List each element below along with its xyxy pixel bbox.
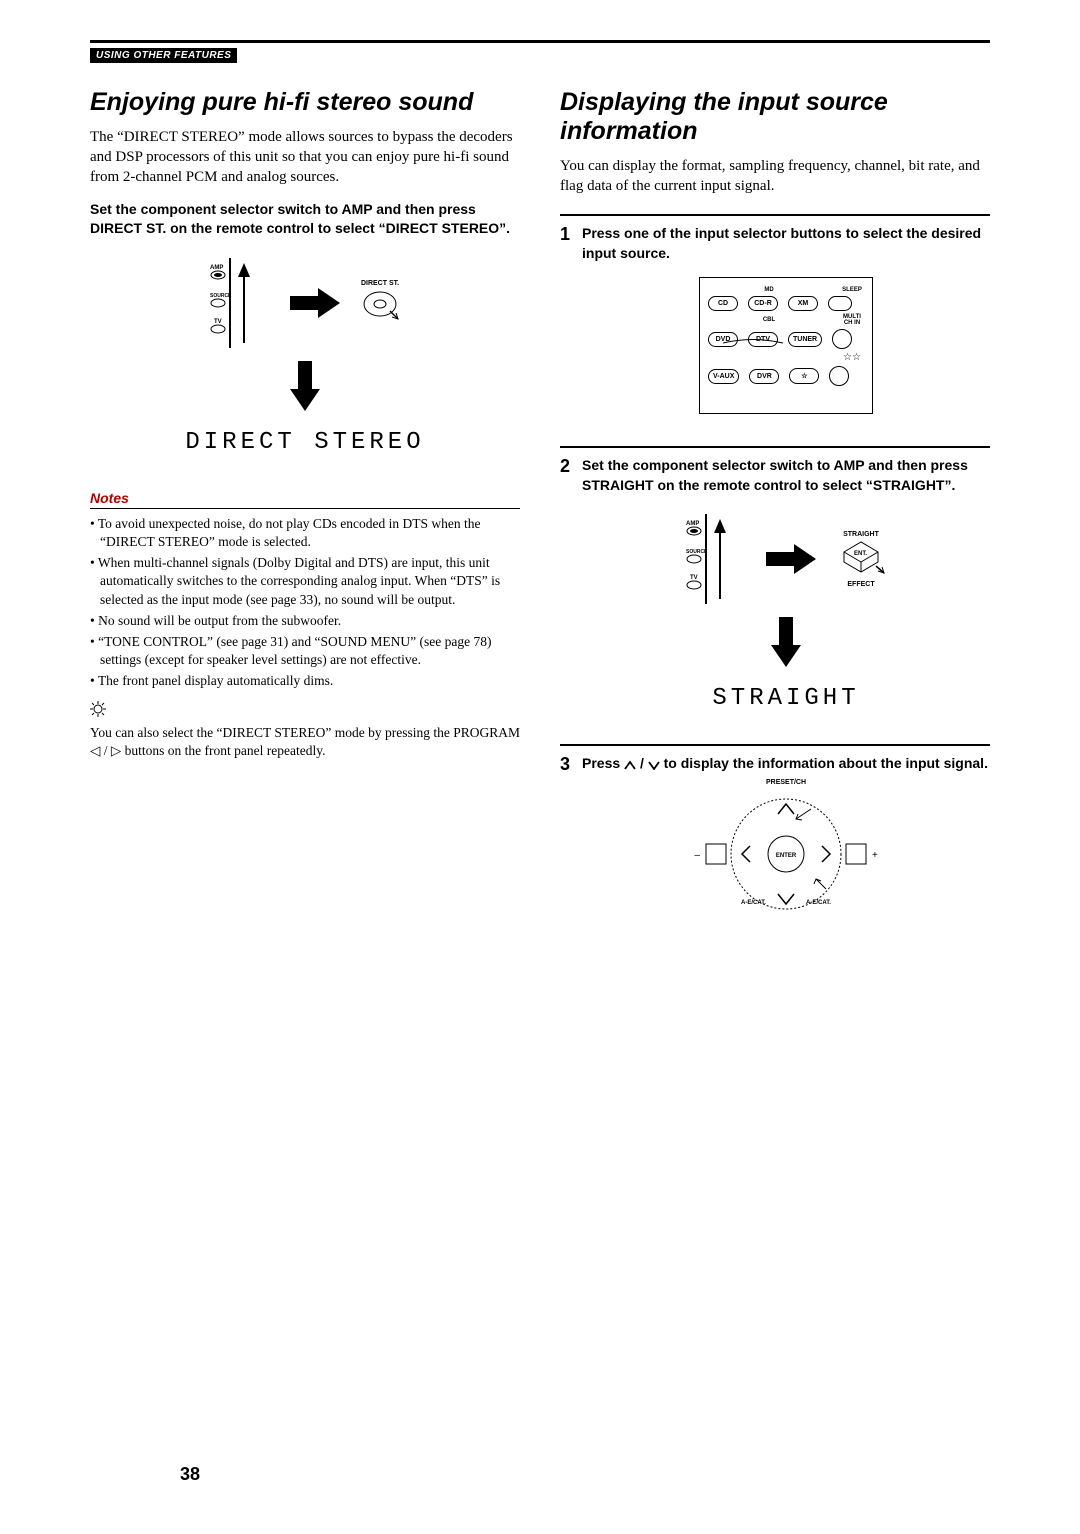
input-buttons-diagram: MD SLEEP CD CD-R XM CBL — [582, 277, 990, 414]
tip-icon — [90, 701, 520, 722]
step-3: 3 Press / to display the information abo… — [560, 744, 990, 924]
tip-text: You can also select the “DIRECT STEREO” … — [90, 724, 520, 760]
straight-label: STRAIGHT — [836, 531, 886, 538]
xm-button: XM — [788, 296, 818, 311]
lcd-direct-stereo: DIRECT STEREO — [185, 429, 424, 456]
cbl-label: CBL — [752, 317, 786, 323]
page-number: 38 — [180, 1464, 200, 1485]
svg-text:+: + — [872, 850, 878, 861]
arrow-right-icon — [290, 288, 340, 318]
step-2: 2 Set the component selector switch to A… — [560, 446, 990, 726]
note-item: “TONE CONTROL” (see page 31) and “SOUND … — [90, 633, 520, 669]
direct-st-label: DIRECT ST. — [360, 280, 400, 287]
step-2-text: Set the component selector switch to AMP… — [582, 456, 990, 495]
svg-text:ENT.: ENT. — [854, 551, 867, 557]
notes-list: To avoid unexpected noise, do not play C… — [90, 515, 520, 691]
right-title: Displaying the input source information — [560, 88, 990, 146]
header-label: USING OTHER FEATURES — [90, 48, 237, 63]
notes-heading: Notes — [90, 490, 520, 509]
step3-text-a: Press — [582, 755, 624, 771]
md-label: MD — [752, 287, 786, 293]
multi-label: MULTI CH IN — [840, 314, 864, 326]
footer: 38 — [90, 1464, 990, 1494]
note-item: No sound will be output from the subwoof… — [90, 612, 520, 630]
cd-button: CD — [708, 296, 738, 311]
note-item: When multi-channel signals (Dolby Digita… — [90, 554, 520, 609]
direct-st-button-icon: DIRECT ST. — [360, 280, 400, 326]
star-label: ☆☆ — [840, 352, 864, 363]
direct-stereo-diagram: AMP SOURCE TV DIRECT ST. — [90, 253, 520, 456]
enter-wheel-diagram: PRESET/CH ENTER — [582, 774, 990, 924]
left-column: Enjoying pure hi-fi stereo sound The “DI… — [90, 88, 520, 924]
step-3-text: Press / to display the information about… — [582, 754, 990, 774]
arrow-right-icon-2 — [766, 544, 816, 574]
note-item: The front panel display automatically di… — [90, 672, 520, 690]
step-1-text: Press one of the input selector buttons … — [582, 224, 990, 263]
svg-text:A-E/CAT.: A-E/CAT. — [806, 900, 831, 906]
svg-text:A-E/CAT.: A-E/CAT. — [741, 900, 766, 906]
straight-diagram: AMP SOURCE TV ST — [582, 509, 990, 712]
svg-text:SOURCE: SOURCE — [210, 293, 232, 299]
arrow-down-icon-2 — [771, 617, 801, 667]
cdr-button: CD-R — [748, 296, 778, 311]
left-intro: The “DIRECT STEREO” mode allows sources … — [90, 127, 520, 188]
dvr-button: DVR — [749, 369, 779, 384]
starstar-button — [829, 366, 849, 386]
arrow-down-icon — [290, 361, 320, 411]
step3-text-c: to display the information about the inp… — [660, 755, 988, 771]
svg-text:AMP: AMP — [686, 521, 699, 527]
sleep-button — [828, 296, 852, 311]
selector-switch-icon: AMP SOURCE TV — [210, 253, 270, 353]
dvd-button: DVD — [708, 332, 738, 347]
step3-text-b: / — [636, 755, 648, 771]
left-title: Enjoying pure hi-fi stereo sound — [90, 88, 520, 117]
svg-text:TV: TV — [690, 575, 698, 581]
step-1: 1 Press one of the input selector button… — [560, 214, 990, 428]
tuner-button: TUNER — [788, 332, 822, 347]
selector-switch-icon-2: AMP SOURCE TV — [686, 509, 746, 609]
note-item: To avoid unexpected noise, do not play C… — [90, 515, 520, 551]
multi-ch-button — [832, 329, 852, 349]
header-rule — [90, 40, 990, 43]
left-instruction: Set the component selector switch to AMP… — [90, 200, 520, 239]
two-column-layout: Enjoying pure hi-fi stereo sound The “DI… — [90, 88, 990, 924]
right-intro: You can display the format, sampling fre… — [560, 156, 990, 197]
star-button: ☆ — [789, 368, 819, 384]
lcd-straight: STRAIGHT — [712, 685, 859, 712]
svg-text:ENTER: ENTER — [776, 853, 797, 859]
svg-text:TV: TV — [214, 319, 222, 325]
straight-button-icon: STRAIGHT ENT. EFFECT — [836, 531, 886, 588]
step-1-number: 1 — [560, 224, 570, 428]
sleep-label: SLEEP — [840, 287, 864, 293]
step-3-number: 3 — [560, 754, 570, 924]
vaux-button: V-AUX — [708, 369, 739, 384]
step-2-number: 2 — [560, 456, 570, 726]
svg-text:–: – — [694, 850, 700, 861]
right-column: Displaying the input source information … — [560, 88, 990, 924]
dtv-button: DTV — [748, 332, 778, 347]
svg-text:AMP: AMP — [210, 265, 223, 271]
svg-text:SOURCE: SOURCE — [686, 549, 708, 555]
effect-label: EFFECT — [836, 581, 886, 588]
svg-text:PRESET/CH: PRESET/CH — [766, 779, 806, 786]
